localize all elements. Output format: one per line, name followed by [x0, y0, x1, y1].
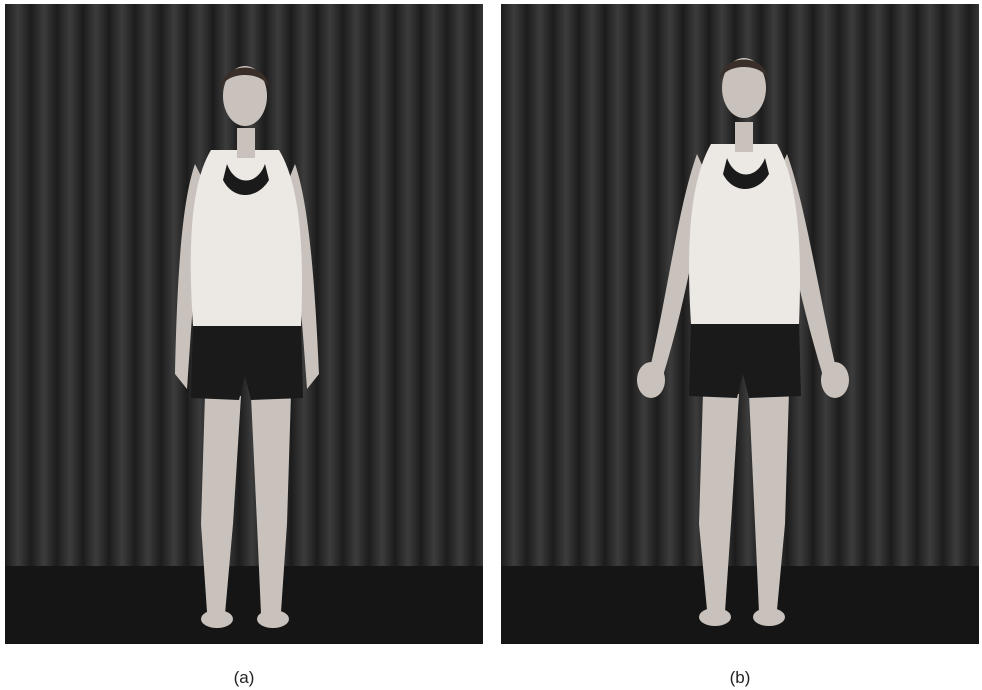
panel-caption-b: (b) [729, 668, 751, 687]
photo-panel-a [5, 4, 483, 644]
floor [5, 566, 483, 644]
photo-panel-b [501, 4, 979, 644]
standing-woman-photo-b [501, 4, 979, 644]
person-figure-a [175, 66, 319, 628]
person-figure-b [637, 58, 849, 626]
standing-woman-photo-a [5, 4, 483, 644]
floor [501, 566, 979, 644]
panel-caption-a: (a) [233, 668, 255, 687]
